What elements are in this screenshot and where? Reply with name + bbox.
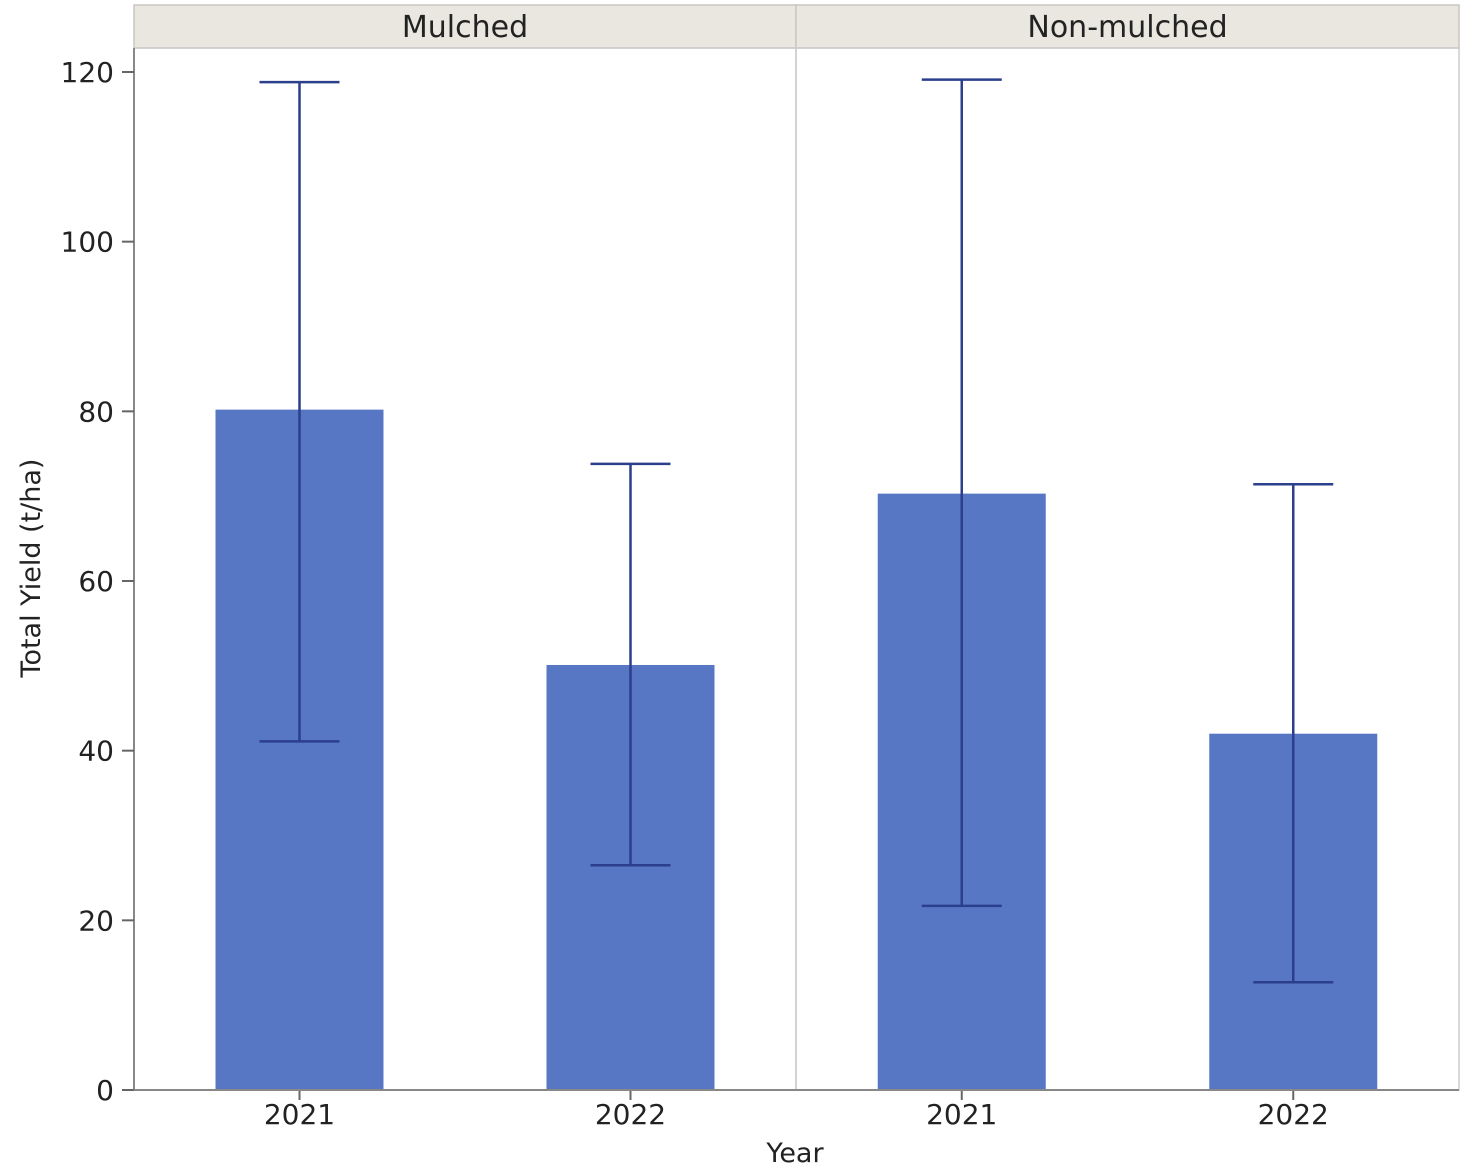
panel-headers: Mulched Non-mulched (133, 4, 1460, 49)
y-tick-label: 120 (61, 56, 114, 89)
panel-header (795, 4, 1460, 49)
y-tick-label: 40 (78, 735, 114, 768)
x-tick-label: 2021 (264, 1098, 335, 1131)
error-bars (259, 78, 1334, 984)
panel-header (133, 4, 797, 49)
x-axis: 2021 2022 2021 2022 (134, 1089, 1459, 1131)
bars (215, 409, 1378, 1090)
y-tick-label: 100 (61, 226, 114, 259)
x-tick-label: 2022 (595, 1098, 666, 1131)
y-tick-label: 0 (96, 1074, 114, 1107)
x-axis-title: Year (765, 1138, 824, 1169)
panel-header-label: Non-mulched (1027, 10, 1227, 45)
x-tick-label: 2021 (926, 1098, 997, 1131)
y-tick-label: 80 (78, 395, 114, 428)
y-tick-label: 60 (78, 565, 114, 598)
y-axis-title: Total Yield (t/ha) (16, 459, 47, 679)
y-tick-label: 20 (78, 904, 114, 937)
x-tick-label: 2022 (1258, 1098, 1329, 1131)
y-axis: 0 20 40 60 80 100 120 (61, 48, 135, 1107)
panel-header-label: Mulched (402, 10, 528, 45)
